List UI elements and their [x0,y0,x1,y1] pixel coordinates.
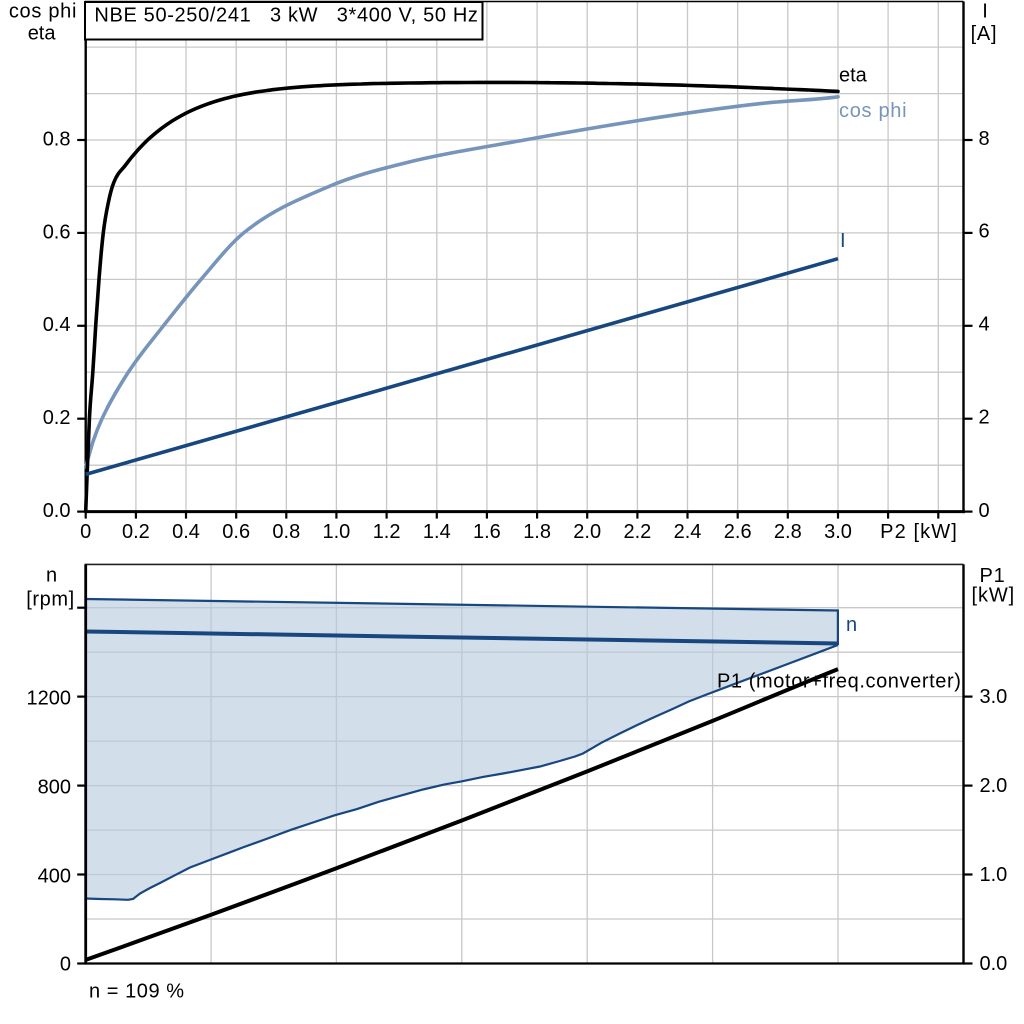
svg-text:400: 400 [38,865,71,887]
svg-text:eta: eta [28,23,57,45]
svg-text:0.8: 0.8 [272,521,300,543]
svg-text:2.6: 2.6 [724,521,752,543]
svg-text:[rpm]: [rpm] [26,589,75,611]
svg-text:I: I [982,1,988,23]
svg-text:2.0: 2.0 [573,521,601,543]
svg-text:2.4: 2.4 [674,521,702,543]
svg-text:1.8: 1.8 [523,521,551,543]
svg-text:4: 4 [979,314,990,336]
svg-text:[A]: [A] [971,23,998,45]
svg-text:eta: eta [839,65,868,87]
svg-text:cos phi: cos phi [839,100,907,122]
svg-text:[kW]: [kW] [972,584,1016,606]
svg-text:cos phi: cos phi [9,1,77,23]
svg-text:0.0: 0.0 [980,953,1008,975]
svg-text:0.6: 0.6 [222,521,250,543]
svg-text:0.4: 0.4 [172,521,200,543]
svg-text:P1: P1 [980,565,1006,587]
svg-text:n: n [846,614,857,636]
svg-text:I: I [840,230,846,252]
svg-text:0.0: 0.0 [43,500,71,522]
svg-text:0: 0 [80,521,91,543]
svg-text:0.2: 0.2 [122,521,150,543]
svg-text:P1 (motor+freq.converter): P1 (motor+freq.converter) [717,671,962,693]
svg-text:1.0: 1.0 [980,864,1008,886]
svg-text:2: 2 [979,407,990,429]
svg-text:2.0: 2.0 [980,775,1008,797]
svg-text:0.4: 0.4 [43,314,71,336]
svg-text:0.8: 0.8 [43,128,71,150]
svg-text:0: 0 [979,500,990,522]
svg-text:1.0: 1.0 [322,521,350,543]
svg-text:P2 [kW]: P2 [kW] [880,521,958,543]
svg-text:2.2: 2.2 [623,521,651,543]
svg-text:1.2: 1.2 [373,521,401,543]
svg-text:6: 6 [979,221,990,243]
svg-text:1.6: 1.6 [473,521,501,543]
svg-text:3.0: 3.0 [980,686,1008,708]
svg-text:0: 0 [60,954,71,976]
svg-text:1200: 1200 [27,687,72,709]
svg-text:n: n [46,565,57,587]
svg-text:0.2: 0.2 [43,407,71,429]
svg-text:3.0: 3.0 [824,521,852,543]
svg-text:NBE 50-250/241 3 kW 3*400: NBE 50-250/241 3 kW 3*400 V, 50 Hz [94,4,478,26]
svg-text:0.6: 0.6 [43,221,71,243]
svg-text:n = 109 %: n = 109 % [89,981,185,1003]
svg-text:800: 800 [38,776,71,798]
svg-text:1.4: 1.4 [423,521,451,543]
svg-text:2.8: 2.8 [774,521,802,543]
svg-text:8: 8 [979,128,990,150]
